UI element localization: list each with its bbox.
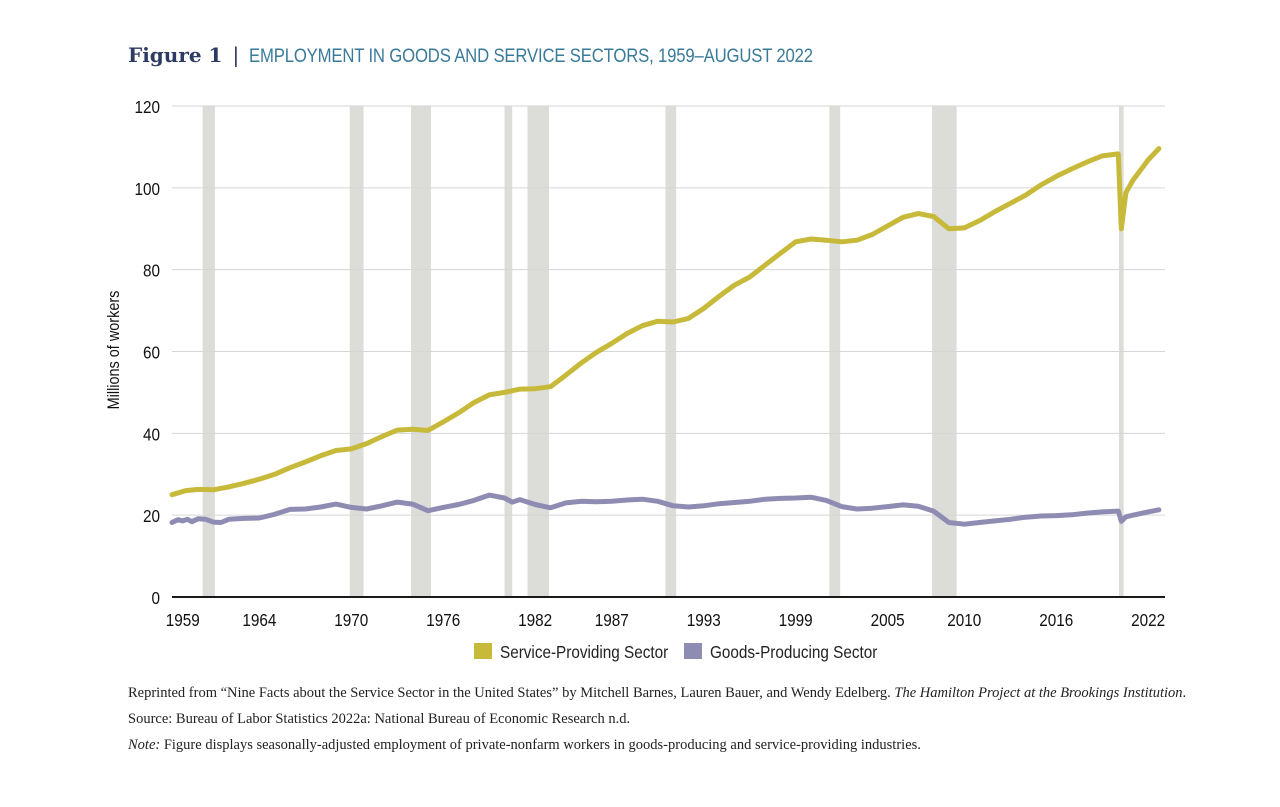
x-tick-label: 2010: [947, 610, 981, 630]
x-tick-label: 1993: [687, 610, 721, 630]
y-tick-label: 40: [143, 424, 160, 444]
legend-swatch: [474, 643, 492, 659]
employment-line-chart: 0 20 40 60 80 100 120 1959 1964 1970 1976 1982 1987 1…: [105, 97, 1165, 662]
y-axis-label: Millions of workers: [105, 291, 123, 410]
x-tick-label: 2022: [1131, 610, 1165, 630]
x-tick-label: 2005: [871, 610, 905, 630]
service-sector-line: [169, 146, 1162, 498]
x-tick-label: 1987: [595, 610, 629, 630]
x-tick-label: 1999: [779, 610, 813, 630]
legend-swatch: [684, 643, 702, 659]
goods-sector-line: [169, 492, 1162, 527]
x-tick-label: 2016: [1039, 610, 1073, 630]
y-tick-label: 60: [143, 342, 160, 362]
x-tick-label: 1982: [518, 610, 552, 630]
source-note: Source: Bureau of Labor Statistics 2022a…: [128, 711, 631, 727]
chart-title: EMPLOYMENT IN GOODS AND SERVICE SECTORS,…: [249, 46, 814, 67]
figure-note: Note: Figure displays seasonally-adjuste…: [128, 737, 921, 753]
x-tick-label: 1976: [426, 610, 460, 630]
y-tick-label: 80: [143, 261, 160, 281]
figure-label: Figure 1: [128, 43, 223, 67]
legend-label: Service-Providing Sector: [500, 642, 669, 662]
legend-label: Goods-Producing Sector: [710, 642, 878, 662]
x-tick-label: 1964: [242, 610, 276, 630]
reprint-note: Reprinted from “Nine Facts about the Ser…: [128, 685, 1187, 701]
x-tick-label: 1970: [334, 610, 368, 630]
figure-header: Figure 1 | EMPLOYMENT IN GOODS AND SERVI…: [128, 43, 890, 68]
y-tick-label: 120: [134, 97, 160, 117]
y-tick-label: 100: [134, 179, 160, 199]
header-separator: |: [232, 43, 240, 67]
y-tick-label: 20: [143, 506, 160, 526]
y-tick-label: 0: [151, 588, 160, 608]
figure-notes: Reprinted from “Nine Facts about the Ser…: [128, 684, 1188, 762]
x-tick-label: 1959: [166, 610, 200, 630]
